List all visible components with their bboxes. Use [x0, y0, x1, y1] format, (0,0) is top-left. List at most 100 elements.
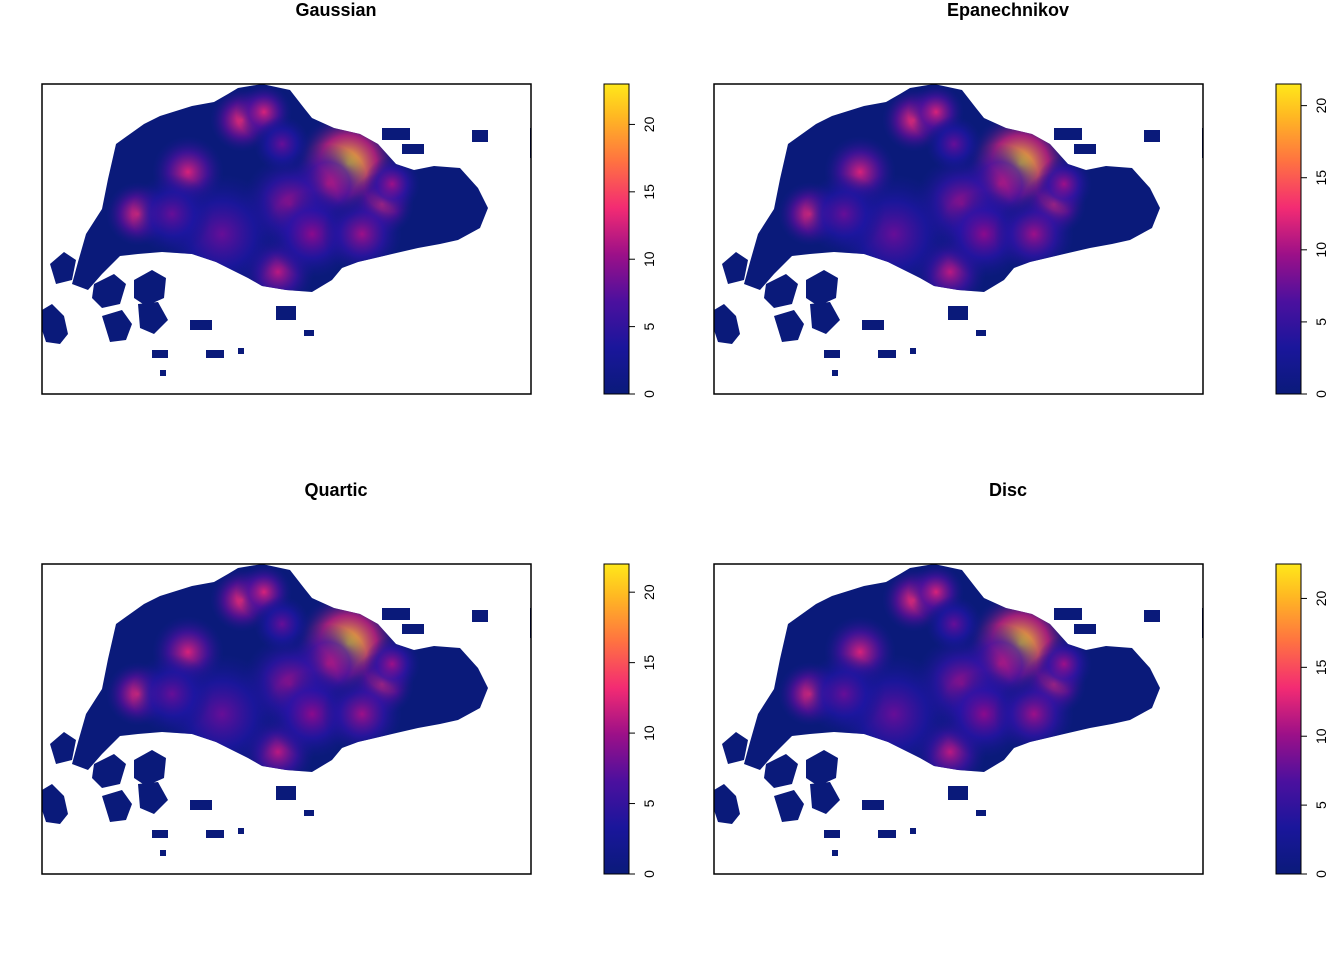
small-island — [832, 370, 838, 376]
colorbar-tick-label: 10 — [641, 251, 657, 267]
colorbar — [1275, 563, 1302, 875]
small-island — [402, 144, 424, 154]
panel-gaussian: Gaussian 0 5 10 15 20 — [0, 0, 672, 480]
kde-map-svg: 0 5 10 15 20 — [41, 83, 657, 398]
small-island — [948, 306, 968, 320]
colorbar-tick-label: 15 — [641, 184, 657, 200]
small-island — [1074, 624, 1096, 634]
panel-title: Gaussian — [295, 0, 377, 20]
colorbar-tick-label: 15 — [1313, 659, 1329, 675]
colorbar-tick-label: 10 — [1313, 728, 1329, 744]
small-island — [160, 370, 166, 376]
small-island — [530, 608, 531, 638]
small-island — [1144, 610, 1160, 622]
density-hotspot — [364, 156, 420, 212]
kde-map-svg: 0 5 10 15 20 — [41, 563, 657, 878]
density-hotspot — [364, 636, 420, 692]
island-fragment — [138, 782, 168, 814]
density-hotspot — [804, 174, 884, 254]
island-fragment — [810, 782, 840, 814]
island-fragment — [134, 270, 166, 306]
small-island — [206, 350, 224, 358]
small-island — [206, 830, 224, 838]
colorbar — [603, 563, 630, 875]
colorbar — [603, 83, 630, 395]
map-layer — [42, 84, 531, 376]
colorbar — [1275, 83, 1302, 395]
panel-disc: Disc 0 5 10 15 20 — [672, 480, 1344, 960]
small-island — [948, 786, 968, 800]
island-fragment — [50, 732, 76, 764]
island-fragment — [764, 754, 798, 788]
small-island — [1054, 128, 1082, 140]
map-layer — [714, 84, 1203, 376]
small-island — [276, 306, 296, 320]
map-layer — [42, 564, 531, 856]
colorbar-tick-label: 5 — [641, 799, 657, 807]
colorbar-tick-label: 20 — [641, 584, 657, 600]
colorbar-tick-label: 15 — [641, 655, 657, 671]
island-fragment — [92, 274, 126, 308]
small-island — [238, 828, 244, 834]
island-fragment — [774, 310, 804, 342]
small-island — [152, 830, 168, 838]
density-hotspot — [1036, 156, 1092, 212]
island-fragment — [774, 790, 804, 822]
small-island — [472, 610, 488, 622]
small-island — [190, 320, 212, 330]
small-island — [1144, 130, 1160, 142]
small-island — [1202, 128, 1203, 158]
density-hotspot — [926, 116, 982, 172]
small-island — [382, 128, 410, 140]
small-island — [472, 130, 488, 142]
density-hotspot — [322, 674, 402, 754]
island-fragment — [810, 302, 840, 334]
colorbar-tick-label: 0 — [1313, 870, 1329, 878]
colorbar-tick-label: 0 — [641, 870, 657, 878]
colorbar-tick-label: 15 — [1313, 170, 1329, 186]
small-island — [824, 350, 840, 358]
density-hotspot — [132, 654, 212, 734]
island-fragment — [764, 274, 798, 308]
colorbar-tick-label: 5 — [1313, 801, 1329, 809]
plot-frame — [713, 563, 1204, 875]
colorbar-tick-label: 20 — [1313, 98, 1329, 114]
island-fragment — [102, 790, 132, 822]
small-island — [530, 128, 531, 158]
small-island — [304, 810, 314, 816]
small-island — [878, 350, 896, 358]
small-island — [1074, 144, 1096, 154]
colorbar-tick-label: 10 — [641, 725, 657, 741]
small-island — [190, 800, 212, 810]
density-hotspot — [132, 174, 212, 254]
plot-frame — [713, 83, 1204, 395]
small-island — [304, 330, 314, 336]
small-island — [152, 350, 168, 358]
island-fragment — [806, 750, 838, 786]
island-fragment — [722, 732, 748, 764]
small-island — [910, 348, 916, 354]
colorbar-tick-label: 5 — [1313, 318, 1329, 326]
small-island — [382, 608, 410, 620]
small-island — [910, 828, 916, 834]
colorbar-tick-label: 0 — [1313, 390, 1329, 398]
island-fragment — [134, 750, 166, 786]
density-hotspot — [804, 654, 884, 734]
panel-epanechnikov: Epanechnikov 0 5 10 15 20 — [672, 0, 1344, 480]
plot-frame — [41, 83, 532, 395]
density-hotspot — [1036, 636, 1092, 692]
density-hotspot — [254, 116, 310, 172]
colorbar-tick-label: 0 — [641, 390, 657, 398]
density-hotspot — [994, 674, 1074, 754]
island-fragment — [722, 252, 748, 284]
panel-title: Quartic — [304, 480, 368, 500]
panel-title: Epanechnikov — [946, 0, 1070, 20]
island-fragment — [92, 754, 126, 788]
small-island — [402, 624, 424, 634]
small-island — [824, 830, 840, 838]
small-island — [976, 810, 986, 816]
island-fragment — [138, 302, 168, 334]
island-fragment — [50, 252, 76, 284]
colorbar-tick-label: 20 — [1313, 590, 1329, 606]
small-island — [976, 330, 986, 336]
